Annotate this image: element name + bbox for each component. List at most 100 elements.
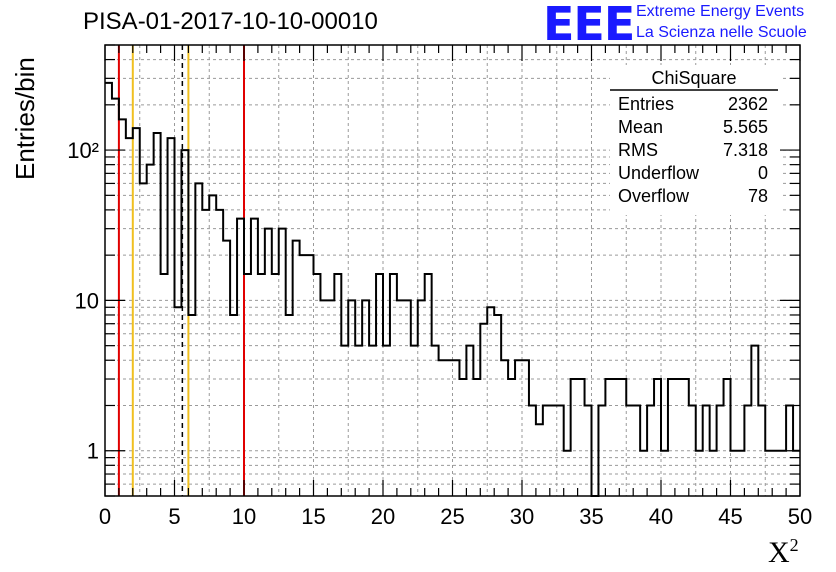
stats-value: 5.565 bbox=[723, 117, 768, 137]
histogram-bin bbox=[703, 405, 710, 496]
histogram-bin bbox=[696, 451, 703, 496]
histogram-bin bbox=[571, 379, 578, 496]
stats-value: 78 bbox=[748, 186, 768, 206]
x-tick-label: 15 bbox=[301, 504, 325, 529]
histogram-bin bbox=[327, 300, 334, 496]
histogram-bin bbox=[418, 300, 425, 496]
histogram-bin bbox=[543, 405, 550, 496]
histogram-bin bbox=[348, 300, 355, 496]
histogram-bin bbox=[376, 274, 383, 496]
stats-label: Entries bbox=[618, 94, 674, 114]
x-tick-label: 30 bbox=[510, 504, 534, 529]
histogram-bin bbox=[751, 346, 758, 496]
histogram-bin bbox=[626, 405, 633, 496]
chart-title: PISA-01-2017-10-10-00010 bbox=[83, 8, 378, 35]
x-axis-label-sup: 2 bbox=[789, 535, 799, 555]
histogram-bin bbox=[369, 346, 376, 496]
histogram-bin bbox=[230, 315, 237, 496]
histogram-bin bbox=[598, 405, 605, 496]
histogram-bin bbox=[536, 424, 543, 496]
histogram-bin bbox=[550, 405, 557, 496]
histogram-bin bbox=[473, 379, 480, 496]
histogram-bin bbox=[737, 451, 744, 496]
histogram-bin bbox=[779, 451, 786, 496]
x-tick-label: 20 bbox=[371, 504, 395, 529]
y-axis-label: Entries/bin bbox=[10, 57, 40, 180]
histogram-bin bbox=[272, 274, 279, 496]
histogram-bin bbox=[223, 241, 230, 496]
x-tick-label: 40 bbox=[649, 504, 673, 529]
histogram-bin bbox=[578, 379, 585, 496]
histogram-bin bbox=[320, 300, 327, 496]
stats-label: Underflow bbox=[618, 163, 700, 183]
histogram-bin bbox=[682, 379, 689, 496]
histogram-bin bbox=[557, 405, 564, 496]
x-tick-label: 25 bbox=[440, 504, 464, 529]
histogram-bin bbox=[133, 128, 140, 496]
histogram-bin bbox=[334, 274, 341, 496]
histogram-bin bbox=[501, 360, 508, 496]
x-tick-label: 35 bbox=[579, 504, 603, 529]
x-tick-label: 10 bbox=[232, 504, 256, 529]
histogram-bin bbox=[362, 300, 369, 496]
histogram-bin bbox=[168, 138, 175, 496]
histogram-bin bbox=[404, 300, 411, 496]
histogram-bin bbox=[432, 346, 439, 496]
histogram-bin bbox=[710, 451, 717, 496]
histogram-series bbox=[105, 81, 800, 497]
stats-value: 7.318 bbox=[723, 140, 768, 160]
histogram-bin bbox=[300, 255, 307, 496]
histogram-bin bbox=[314, 274, 321, 496]
histogram-bin bbox=[175, 307, 182, 496]
histogram-bin bbox=[619, 379, 626, 496]
histogram-bin bbox=[585, 405, 592, 496]
histogram-bin bbox=[251, 219, 258, 496]
histogram-bin bbox=[508, 379, 515, 496]
histogram-bin bbox=[675, 379, 682, 496]
histogram-bin bbox=[744, 405, 751, 496]
histogram-bin bbox=[633, 405, 640, 496]
histogram-bin bbox=[195, 183, 202, 496]
histogram-bin bbox=[397, 300, 404, 496]
histogram-bin bbox=[286, 315, 293, 496]
histogram-bin bbox=[661, 451, 668, 496]
histogram-bin bbox=[487, 307, 494, 496]
x-tick-label: 5 bbox=[168, 504, 180, 529]
stats-value: 2362 bbox=[728, 94, 768, 114]
histogram-bin bbox=[466, 346, 473, 496]
histogram-bin bbox=[119, 119, 126, 496]
logo-subtitle-2: La Scienza nelle Scuole bbox=[636, 24, 807, 41]
histogram-bin bbox=[411, 346, 418, 496]
histogram-bin bbox=[459, 379, 466, 496]
histogram-bin bbox=[668, 379, 675, 496]
stats-label: Mean bbox=[618, 117, 663, 137]
histogram-bin bbox=[425, 274, 432, 496]
stats-label: Overflow bbox=[618, 186, 690, 206]
histogram-bin bbox=[209, 195, 216, 496]
histogram-bin bbox=[390, 274, 397, 496]
histogram-bin bbox=[647, 405, 654, 496]
histogram-bin bbox=[494, 315, 501, 496]
histogram-bin bbox=[293, 241, 300, 496]
y-tick-label: 10 bbox=[75, 288, 99, 313]
stats-label: RMS bbox=[618, 140, 658, 160]
histogram-bin bbox=[772, 451, 779, 496]
y-tick-label: 10² bbox=[67, 138, 99, 163]
histogram-bin bbox=[188, 315, 195, 496]
histogram-bin bbox=[279, 229, 286, 496]
x-axis-label-base: X bbox=[768, 536, 790, 569]
histogram-bin bbox=[731, 451, 738, 496]
histogram-bin bbox=[724, 379, 731, 496]
histogram-bin bbox=[112, 99, 119, 496]
histogram-bin bbox=[383, 346, 390, 496]
histogram-bin bbox=[654, 379, 661, 496]
histogram-bin bbox=[446, 360, 453, 496]
histogram-bin bbox=[154, 133, 161, 496]
y-tick-label: 1 bbox=[87, 439, 99, 464]
stats-title: ChiSquare bbox=[651, 68, 736, 88]
histogram-bin bbox=[307, 255, 314, 496]
x-axis-label: X2 bbox=[768, 535, 799, 570]
x-tick-label: 45 bbox=[718, 504, 742, 529]
histogram-bin bbox=[453, 360, 460, 496]
histogram-bin bbox=[147, 165, 154, 496]
